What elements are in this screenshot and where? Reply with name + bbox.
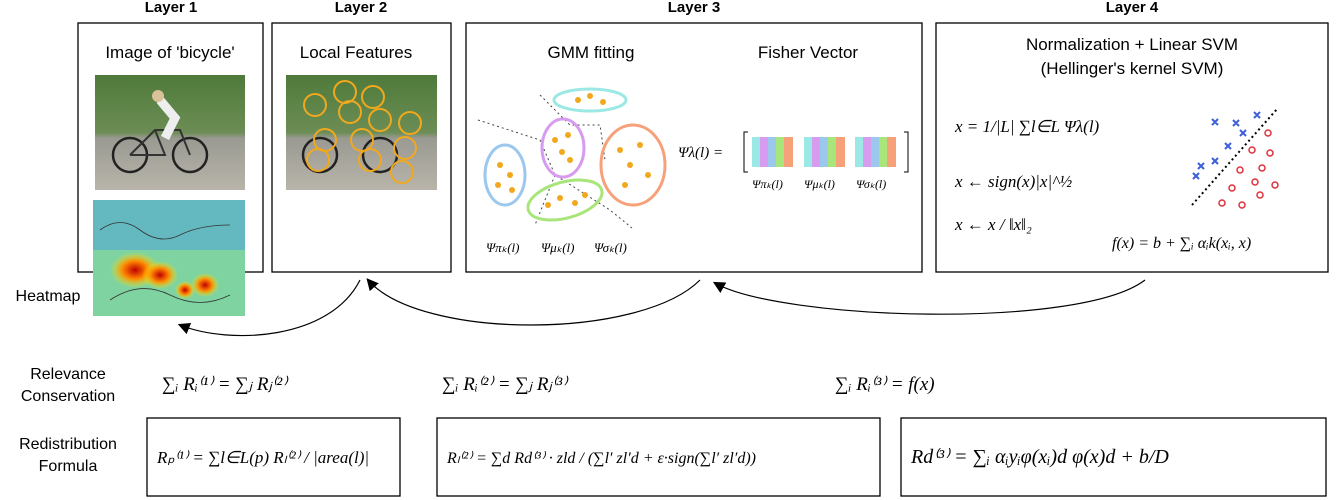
- gmm-label: Ψσₖ(l): [594, 240, 627, 255]
- row-label: Redistribution: [19, 436, 117, 453]
- layer-title: Fisher Vector: [758, 43, 858, 62]
- svm-formula: x = 1/|L| ∑l∈L Ψλ(l): [954, 117, 1100, 136]
- formula-box: [146, 417, 401, 497]
- formula-box: [436, 417, 881, 497]
- formula-box: [900, 417, 1327, 497]
- layer-header: Layer 1: [145, 0, 198, 16]
- gmm-label: Ψμₖ(l): [541, 240, 574, 255]
- gmm-clusters: [477, 87, 667, 229]
- fisher-vector: [743, 131, 909, 173]
- row-label: Formula: [39, 458, 98, 475]
- decision-function: f(x) = b + ∑ᵢ αᵢk(xᵢ, x): [1112, 235, 1251, 252]
- redistribution-formula: Rₗ⁽²⁾ = ∑d Rd⁽³⁾ · zld / (∑l′ zl′d + ε·s…: [446, 450, 756, 467]
- layer-title: GMM fitting: [548, 43, 635, 62]
- row-label: Relevance: [30, 366, 106, 383]
- layer-header: Layer 4: [1106, 0, 1159, 16]
- conservation-formula: ∑ᵢ Rᵢ⁽²⁾ = ∑ⱼ Rⱼ⁽³⁾: [442, 374, 569, 395]
- layer-header: Layer 2: [335, 0, 388, 16]
- fisher-label: Ψμₖ(l): [804, 177, 835, 191]
- redistribution-formula: Rd⁽³⁾ = ∑ᵢ αᵢyᵢφ(xᵢ)d φ(x)d + b/D: [910, 446, 1169, 468]
- layer-title: Normalization + Linear SVM: [1026, 35, 1238, 54]
- layer-box: [935, 22, 1329, 273]
- layer-title: Image of 'bicycle': [105, 43, 234, 62]
- row-label: Conservation: [21, 388, 115, 405]
- svm-formula: x ← sign(x)|x|^½: [954, 172, 1072, 191]
- features-image: [286, 75, 437, 190]
- svm-formula: x ← x / ‖x‖₂: [954, 215, 1032, 234]
- layer-title: Local Features: [300, 43, 412, 62]
- fisher-label: Ψσₖ(l): [856, 177, 886, 191]
- bicycle-image: [95, 75, 245, 190]
- flow-arrows: [177, 278, 1146, 337]
- conservation-formula: ∑ᵢ Rᵢ⁽³⁾ = f(x): [835, 374, 935, 395]
- layer-header: Layer 3: [668, 0, 721, 16]
- fisher-formula: Ψλ(l) =: [678, 145, 723, 161]
- fisher-label: Ψπₖ(l): [752, 177, 783, 191]
- heatmap-image: [93, 200, 245, 316]
- conservation-formula: ∑ᵢ Rᵢ⁽¹⁾ = ∑ⱼ Rⱼ⁽²⁾: [162, 374, 289, 395]
- redistribution-formula: Rₚ⁽¹⁾ = ∑l∈L(p) Rₗ⁽²⁾ / |area(l)|: [156, 448, 369, 467]
- layer-title: (Hellinger's kernel SVM): [1041, 59, 1224, 78]
- svm-scatter: [1191, 107, 1279, 209]
- heatmap-label: Heatmap: [16, 288, 81, 305]
- gmm-label: Ψπₖ(l): [486, 240, 519, 255]
